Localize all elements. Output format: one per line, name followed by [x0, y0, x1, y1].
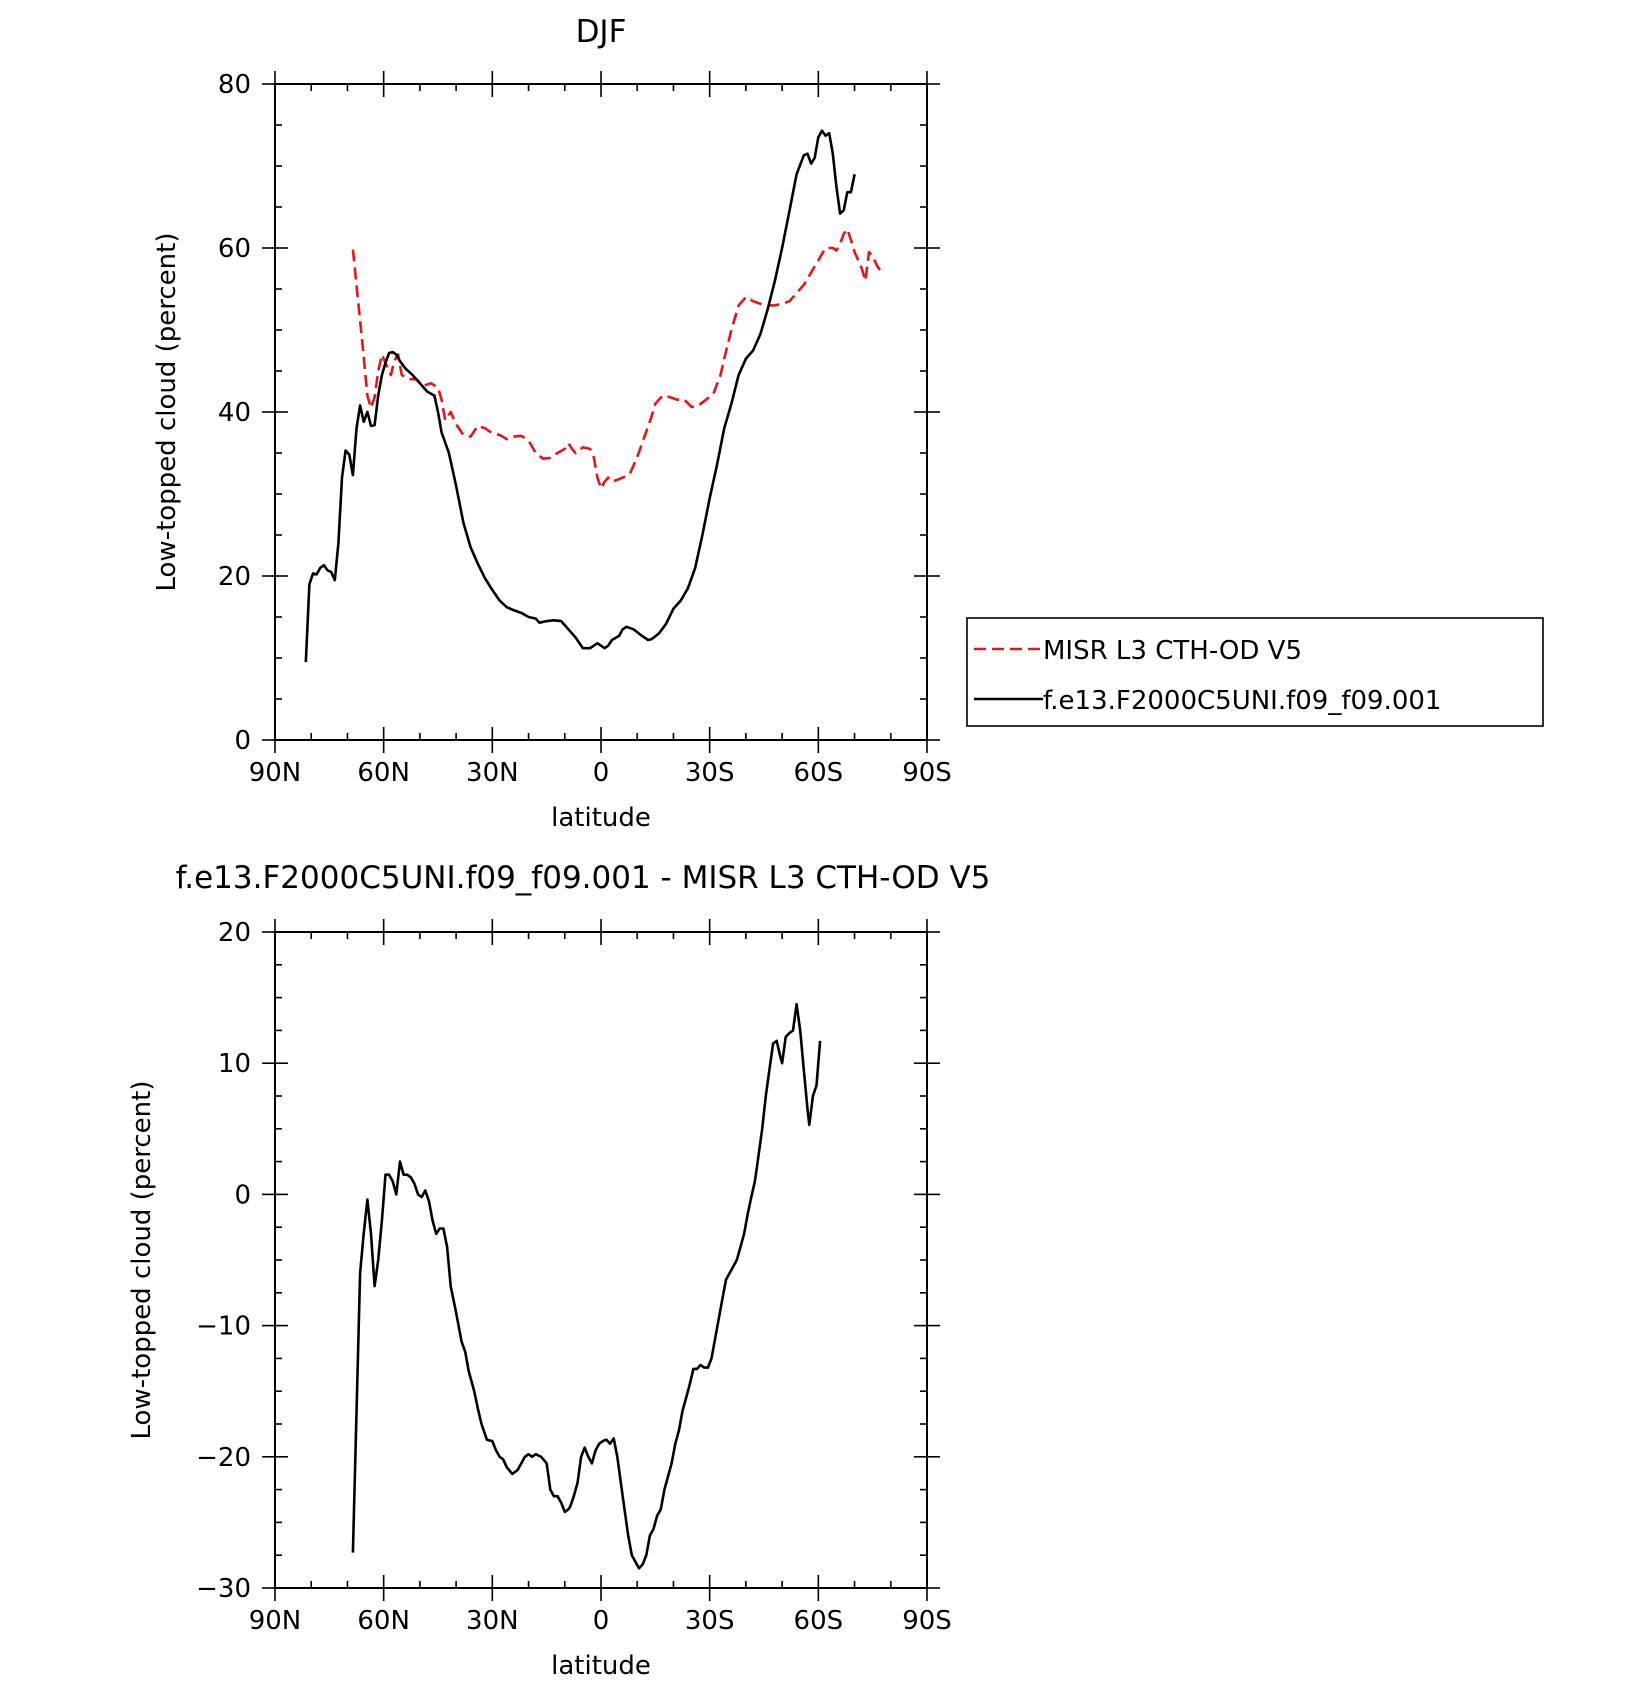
x-tick-label: 60S — [794, 1606, 844, 1636]
series-line — [304, 129, 856, 663]
x-tick-label: 30N — [466, 758, 519, 788]
chart-title: f.e13.F2000C5UNI.f09_f09.001 - MISR L3 C… — [176, 860, 991, 896]
y-tick-label: 60 — [218, 234, 251, 264]
chart-title: DJF — [576, 14, 627, 50]
plot-frame — [274, 83, 928, 741]
series-model — [304, 129, 856, 663]
chart-panel-1: DJF 90N 60N 30N 0 30S 60S 90S 0 20 40 60 80 latitude L… — [152, 14, 952, 833]
y-tick-label: −10 — [196, 1312, 251, 1342]
y-tick-label: 20 — [218, 918, 251, 948]
x-tick-label: 60N — [357, 758, 410, 788]
x-tick-label: 90S — [902, 1606, 952, 1636]
x-tick-label: 90S — [902, 758, 952, 788]
x-tick-label: 30N — [466, 1606, 519, 1636]
legend-label: f.e13.F2000C5UNI.f09_f09.001 — [1043, 686, 1441, 716]
y-tick-label: 40 — [218, 398, 251, 428]
legend-label: MISR L3 CTH-OD V5 — [1043, 636, 1302, 666]
x-axis-label: latitude — [551, 1651, 651, 1681]
y-tick-label: −20 — [196, 1443, 251, 1473]
x-axis-label: latitude — [551, 803, 651, 833]
series-model — [351, 1002, 822, 1570]
series-obs — [351, 227, 881, 490]
y-tick-label: −30 — [196, 1574, 251, 1604]
y-tick-label: 80 — [218, 70, 251, 100]
x-tick-label: 90N — [249, 1606, 302, 1636]
y-tick-label: 0 — [234, 726, 251, 756]
legend-box — [966, 617, 1544, 727]
x-tick-label: 0 — [593, 758, 610, 788]
y-tick-label: 20 — [218, 562, 251, 592]
legend: MISR L3 CTH-OD V5 f.e13.F2000C5UNI.f09_f0… — [966, 617, 1544, 727]
x-tick-label: 30S — [685, 1606, 735, 1636]
y-axis-label: Low-topped cloud (percent) — [152, 233, 182, 592]
y-tick-label: 10 — [218, 1049, 251, 1079]
chart-panel-2: f.e13.F2000C5UNI.f09_f09.001 - MISR L3 C… — [127, 860, 990, 1681]
x-tick-label: 0 — [593, 1606, 610, 1636]
x-tick-label: 60S — [794, 758, 844, 788]
series-line — [351, 1002, 822, 1570]
y-axis-label: Low-topped cloud (percent) — [127, 1081, 157, 1440]
y-tick-label: 0 — [234, 1180, 251, 1210]
x-tick-label: 60N — [357, 1606, 410, 1636]
x-tick-label: 90N — [249, 758, 302, 788]
series-line — [351, 227, 881, 490]
x-tick-label: 30S — [685, 758, 735, 788]
